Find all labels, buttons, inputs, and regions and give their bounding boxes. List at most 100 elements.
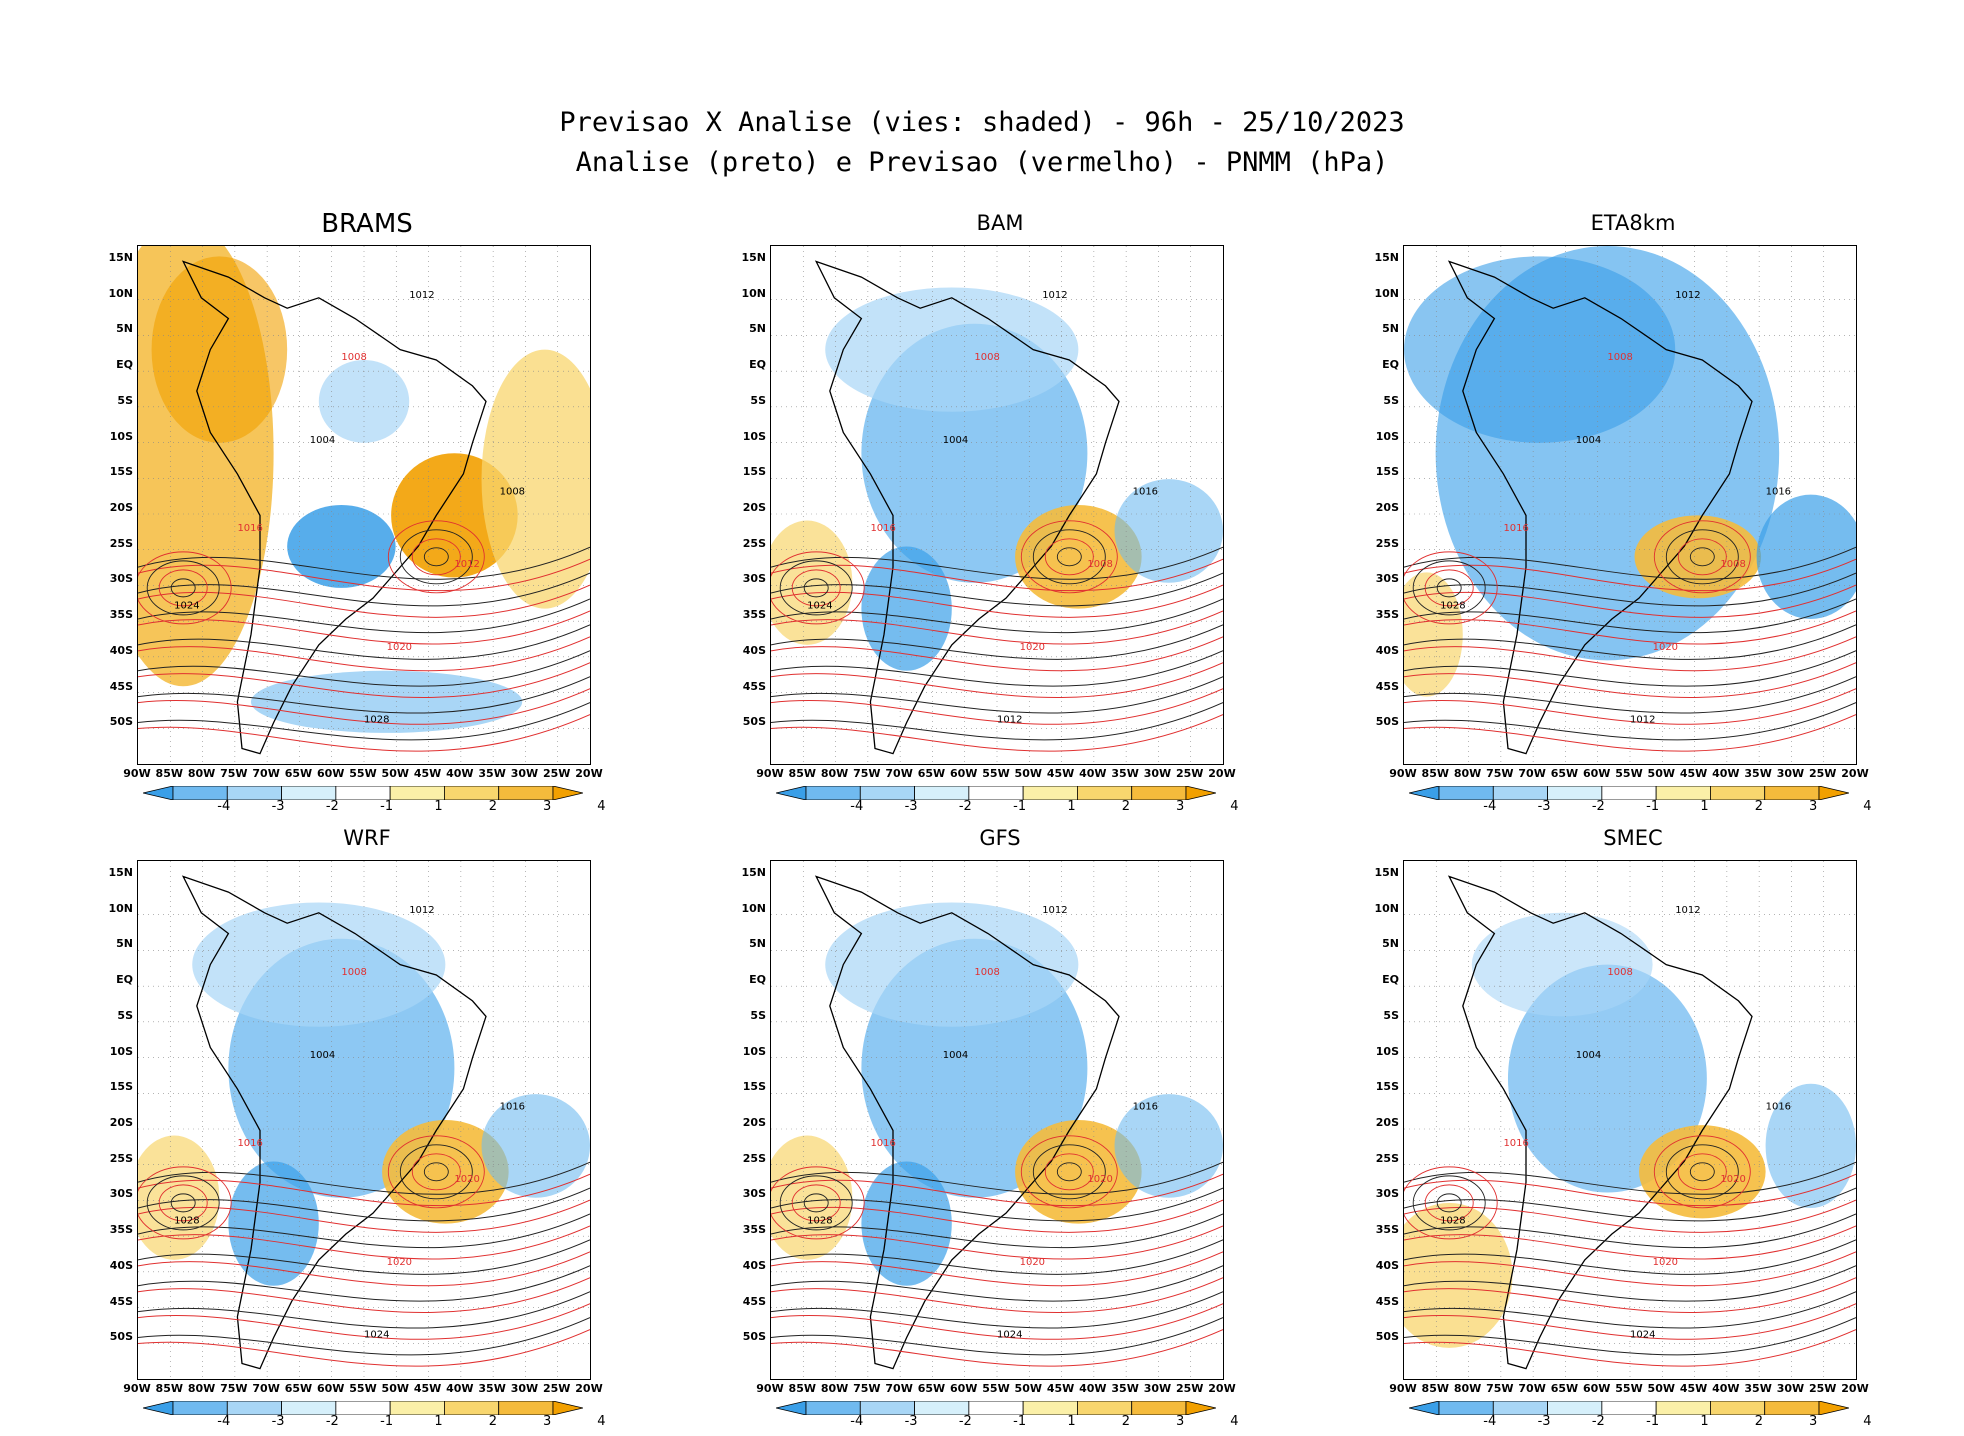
latitude-tick-label: 35S xyxy=(742,1223,766,1237)
forecast-isobar xyxy=(138,1225,590,1260)
longitude-tick-label: 90W xyxy=(1389,767,1417,780)
longitude-tick-label: 50W xyxy=(1014,1382,1042,1395)
forecast-isobar xyxy=(1404,1303,1856,1340)
bias-shading xyxy=(771,1135,853,1260)
south-america-coastline xyxy=(814,875,1120,1370)
isobar-label: 1008 xyxy=(1720,559,1745,570)
isobar-label: 1024 xyxy=(1630,1330,1655,1341)
latitude-tick-label: EQ xyxy=(1382,358,1399,372)
colorbar-segment xyxy=(968,1400,1024,1416)
longitude-tick-label: 85W xyxy=(1421,1382,1449,1395)
analysis-isobar xyxy=(1404,702,1856,741)
colorbar-tick-label: -1 xyxy=(1013,1414,1027,1429)
pressure-center-contour xyxy=(1436,1193,1462,1213)
pressure-center-contour xyxy=(146,560,220,616)
colorbar-tick-label: 3 xyxy=(1809,799,1818,814)
pressure-center-contour xyxy=(1044,538,1094,576)
pressure-center-contour xyxy=(1689,1162,1715,1182)
map-canvas: 1012 1008 1004 1016 1028 1020 1012 1008 1016 xyxy=(1404,246,1856,764)
forecast-isobar xyxy=(771,1251,1223,1287)
bias-shading xyxy=(138,1135,220,1260)
forecast-isobar xyxy=(138,1277,590,1313)
colorbar-segment xyxy=(968,785,1024,801)
longitude-tick-label: 75W xyxy=(220,1382,248,1395)
longitude-tick-label: 50W xyxy=(1647,767,1675,780)
latitude-tick-label: 15S xyxy=(1375,465,1399,479)
colorbar-tick-label: -4 xyxy=(1483,1414,1497,1429)
longitude-tick-label: 30W xyxy=(510,767,539,780)
map-canvas: 1012 1008 1004 1016 1028 1020 1024 1020 1016 xyxy=(1404,861,1856,1379)
colorbar-arrow-left xyxy=(142,1400,174,1416)
colorbar-tick-label: 2 xyxy=(1754,799,1763,814)
pressure-center-contour xyxy=(791,569,841,607)
latitude-tick-label: 15N xyxy=(108,866,133,879)
bias-shading xyxy=(151,256,288,443)
longitude-tick-label: 30W xyxy=(1143,1382,1172,1395)
isobar-label: 1008 xyxy=(341,352,366,363)
isobar-label: 1016 xyxy=(1766,487,1791,498)
colorbar: -4 -3 -2 -1 1 2 3 4 xyxy=(775,785,1239,815)
map-plot-area: 1012 1008 1004 1016 1028 1020 1024 1020 1016 xyxy=(770,860,1224,1380)
colorbar-tick-label: 2 xyxy=(488,799,497,814)
longitude-tick-label: 50W xyxy=(381,1382,409,1395)
colorbar-tick-label: 3 xyxy=(1176,1414,1185,1429)
isobar-label: 1020 xyxy=(1020,642,1045,653)
latitude-tick-label: 20S xyxy=(742,1116,766,1129)
pressure-center-contour xyxy=(1412,1175,1486,1231)
longitude-tick-label: 90W xyxy=(1389,1382,1417,1395)
colorbar-tick-label: -4 xyxy=(217,799,231,814)
colorbar-segment xyxy=(914,1400,970,1416)
bias-shading xyxy=(1404,1202,1513,1348)
pressure-center-contour xyxy=(1020,520,1118,594)
colorbar-tick-label: -2 xyxy=(325,1414,339,1429)
colorbar-segment xyxy=(498,785,554,801)
pressure-center-contour xyxy=(158,1184,208,1222)
longitude-tick-label: 60W xyxy=(1582,1382,1611,1395)
latitude-tick-label: 10N xyxy=(108,286,133,300)
forecast-isobar xyxy=(138,584,590,618)
forecast-isobar xyxy=(771,1277,1223,1313)
isobar-label: 1028 xyxy=(807,1216,832,1227)
longitude-tick-label: 85W xyxy=(788,767,816,780)
forecast-isobar xyxy=(771,714,1223,752)
analysis-isobar xyxy=(771,1213,1223,1249)
latitude-tick-label: 50S xyxy=(742,715,766,729)
bias-shading xyxy=(1015,1120,1142,1224)
forecast-isobar xyxy=(771,1225,1223,1260)
map-plot-area: 1012 1008 1004 1016 1024 1020 1012 1008 1016 xyxy=(770,245,1224,765)
isobar-label: 1012 xyxy=(1042,905,1067,916)
colorbar-segment xyxy=(1022,785,1078,801)
bias-shading xyxy=(825,287,1079,412)
latitude-tick-label: 50S xyxy=(1375,715,1399,729)
colorbar-tick-label: -3 xyxy=(904,1414,918,1429)
pressure-center-contour xyxy=(1653,1135,1751,1209)
longitude-tick-label: 35W xyxy=(478,767,506,780)
isobar-label: 1028 xyxy=(1440,601,1465,612)
longitude-tick-label: 70W xyxy=(252,767,280,780)
south-america-coastline xyxy=(1447,260,1753,755)
longitude-tick-label: 65W xyxy=(1550,767,1579,780)
colorbar-tick-label: 2 xyxy=(488,1414,497,1429)
analysis-isobar xyxy=(771,676,1223,714)
isobar-label: 1012 xyxy=(997,715,1022,726)
analysis-isobar xyxy=(138,676,590,714)
colorbar-segment xyxy=(498,1400,554,1416)
colorbar-tick-label: 1 xyxy=(434,799,443,814)
colorbar-tick-label: 3 xyxy=(543,1414,552,1429)
pressure-center-contour xyxy=(1404,551,1498,625)
analysis-isobar xyxy=(138,598,590,634)
latitude-tick-label: EQ xyxy=(749,358,766,372)
pressure-center-contour xyxy=(423,547,449,567)
pressure-center-contour xyxy=(138,551,232,625)
colorbar-tick-label: 1 xyxy=(1700,799,1709,814)
colorbar-segment xyxy=(1764,785,1820,801)
latitude-tick-label: 30S xyxy=(742,572,766,586)
longitude-tick-label: 45W xyxy=(413,767,442,780)
pressure-center-contour xyxy=(1044,1153,1094,1191)
longitude-tick-label: 20W xyxy=(1841,767,1869,780)
longitude-tick-label: 40W xyxy=(446,1382,474,1395)
longitude-tick-label: 60W xyxy=(316,767,345,780)
longitude-tick-label: 85W xyxy=(155,1382,183,1395)
isobar-label: 1028 xyxy=(1440,1216,1465,1227)
longitude-tick-label: 70W xyxy=(1518,1382,1546,1395)
